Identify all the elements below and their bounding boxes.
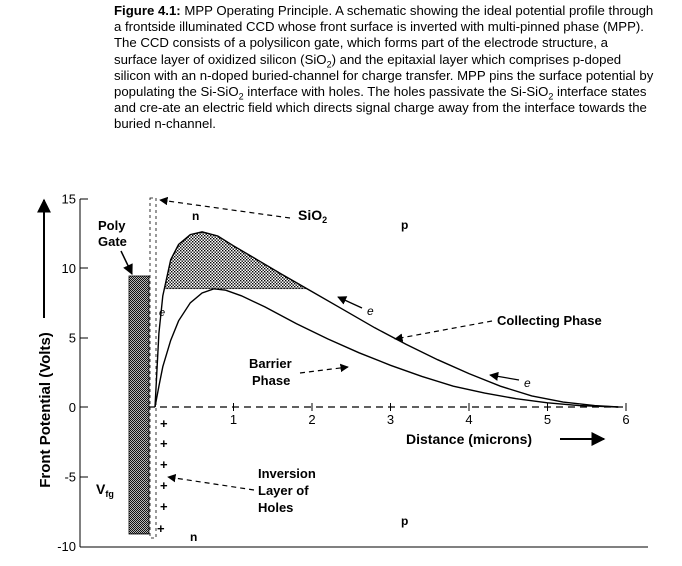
figure-caption: Figure 4.1: MPP Operating Principle. A s… xyxy=(114,3,654,133)
caption-text: interface states and cre-ate an electric… xyxy=(114,84,647,132)
caption-text: ) and the epitaxial layer which comprise… xyxy=(114,51,654,100)
caption-label: Figure 4.1: xyxy=(114,3,181,18)
collecting-phase-label: Collecting Phase xyxy=(497,313,602,328)
region-n-top: n xyxy=(192,209,199,223)
x-tick-label: 6 xyxy=(622,412,629,427)
inversion-label-line2: Layer of xyxy=(258,483,309,498)
y-tick-label: -10 xyxy=(57,539,76,554)
poly-gate-block xyxy=(128,275,150,535)
barrier-phase-curve xyxy=(154,288,619,408)
caption-text: 2 xyxy=(326,59,332,70)
hole-markers: + + + + + + xyxy=(157,416,168,536)
y-tick-label: 0 xyxy=(69,400,76,415)
electron-marker: e xyxy=(524,376,531,390)
barrier-phase-arrow xyxy=(299,363,349,374)
x-axis-ticks: 1 2 3 4 5 6 xyxy=(230,403,630,427)
caption-text: 2 xyxy=(548,91,554,102)
y-tick-label: -5 xyxy=(64,470,76,485)
collected-charge-shading xyxy=(164,231,309,290)
caption-text: MPP Operating Principle. A schematic sho… xyxy=(114,3,654,67)
hole-plus-marker: + xyxy=(160,416,168,431)
inversion-label-line1: Inversion xyxy=(258,466,316,481)
x-tick-label: 4 xyxy=(465,412,472,427)
electron-marker: e xyxy=(159,307,165,319)
sio2-label: SiO2 xyxy=(298,207,327,225)
barrier-phase-label-line1: Barrier xyxy=(249,356,292,371)
barrier-phase-label-line2: Phase xyxy=(252,373,290,388)
y-tick-label: 5 xyxy=(69,331,76,346)
poly-gate-label-line1: Poly xyxy=(98,218,126,233)
sio2-arrow xyxy=(159,196,291,219)
x-tick-label: 3 xyxy=(387,412,394,427)
inversion-label-line3: Holes xyxy=(258,500,293,515)
hole-plus-marker: + xyxy=(157,521,165,536)
region-p-top: p xyxy=(401,218,408,232)
y-axis-label: Front Potential (Volts) xyxy=(37,332,54,488)
poly-gate-arrow xyxy=(120,250,133,275)
plot-frame xyxy=(79,198,648,548)
x-tick-label: 2 xyxy=(308,412,315,427)
region-n-bottom: n xyxy=(190,530,197,544)
region-p-bottom: p xyxy=(401,514,408,528)
sio2-layer xyxy=(149,197,157,539)
electron-drift-arrow xyxy=(489,371,520,381)
electron-markers: e e e xyxy=(159,296,531,390)
electron-drift-arrow xyxy=(337,296,363,309)
collecting-phase-curve xyxy=(154,231,619,408)
electron-marker: e xyxy=(367,304,374,318)
hole-plus-marker: + xyxy=(160,499,168,514)
poly-gate-label-line2: Gate xyxy=(98,234,127,249)
inversion-arrow xyxy=(167,473,255,491)
hole-plus-marker: + xyxy=(160,436,168,451)
collecting-phase-arrow xyxy=(394,320,493,342)
hole-plus-marker: + xyxy=(160,457,168,472)
x-axis-label: Distance (microns) xyxy=(406,431,532,447)
y-tick-label: 10 xyxy=(62,261,76,276)
mpp-potential-figure: 15 10 5 0 -5 -10 Front Potential (Volts) 1 2 3 4… xyxy=(37,192,648,555)
hole-plus-marker: + xyxy=(160,478,168,493)
caption-text: interface with holes. The holes passivat… xyxy=(243,84,549,100)
y-tick-label: 15 xyxy=(62,192,76,207)
y-axis-ticks: 15 10 5 0 -5 -10 xyxy=(57,192,76,555)
x-tick-label: 5 xyxy=(544,412,551,427)
x-tick-label: 1 xyxy=(230,412,237,427)
caption-text: 2 xyxy=(238,91,244,102)
vfg-label: Vfg xyxy=(96,481,114,499)
